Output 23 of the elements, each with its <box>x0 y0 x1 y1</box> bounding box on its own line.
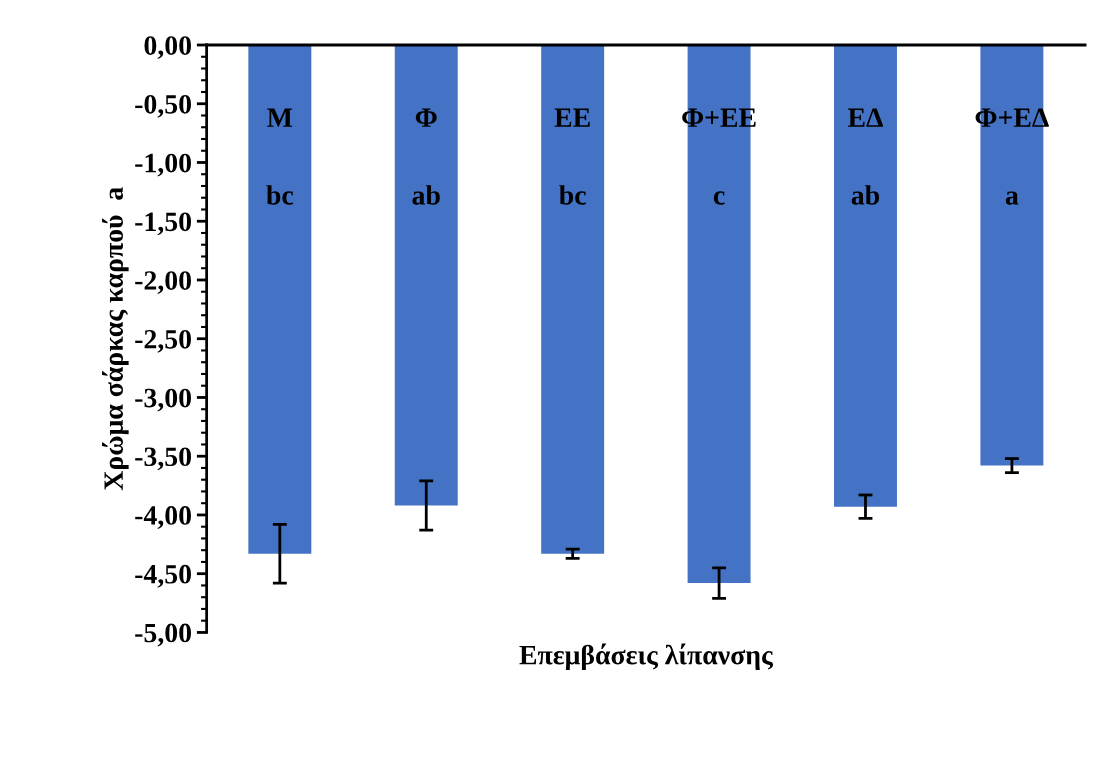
x-tick-label: Φ <box>415 108 437 127</box>
x-axis-title: Επεμβάσεις λίπανσης <box>519 643 774 671</box>
y-tick-label: -4,00 <box>135 506 191 529</box>
y-tick-label: -4,50 <box>135 564 191 588</box>
x-tick-label: ΕΕ <box>554 108 590 127</box>
x-tick-label: Μ <box>267 108 293 127</box>
y-axis-title: Χρώμα σάρκας καρπού a <box>102 187 129 491</box>
annotation: bc <box>266 185 294 205</box>
y-tick-label: -0,50 <box>135 94 191 118</box>
annotation: a <box>1005 191 1019 205</box>
y-tick-label: -3,00 <box>135 388 191 412</box>
y-tick-label: -1,50 <box>135 212 191 236</box>
y-tick-label: -1,00 <box>135 153 191 177</box>
y-tick-label: -5,00 <box>135 623 191 647</box>
annotation: bc <box>559 185 586 205</box>
y-tick-label: 0,00 <box>144 36 191 59</box>
x-tick-label: ΕΔ <box>847 108 883 127</box>
annotation: c <box>713 191 725 205</box>
annotation: ab <box>412 185 440 205</box>
annotation: ab <box>851 185 880 205</box>
y-tick-label: -2,50 <box>135 329 191 353</box>
y-tick-label: -2,00 <box>135 271 191 294</box>
y-tick-label: -3,50 <box>135 447 191 471</box>
